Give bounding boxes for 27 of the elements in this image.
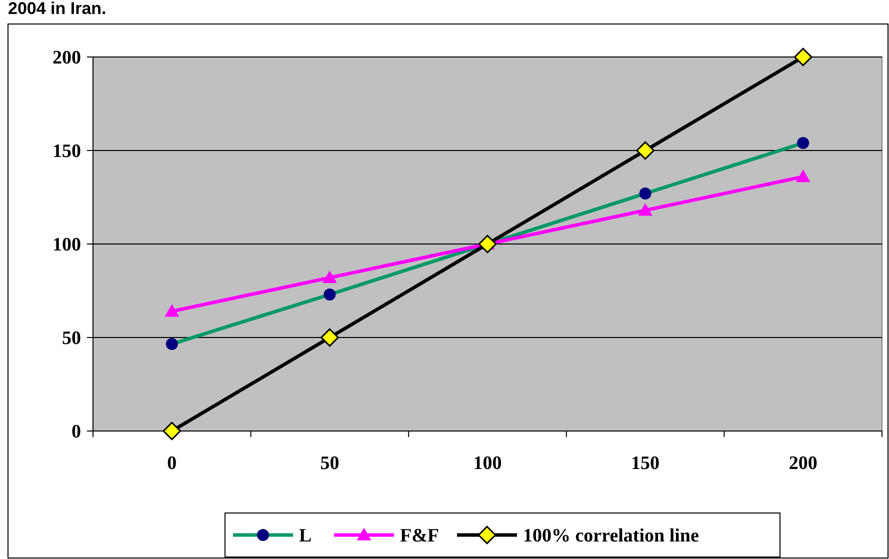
x-tick-label: 100 xyxy=(473,453,502,474)
x-tick-label: 50 xyxy=(320,453,340,474)
y-tick-label: 200 xyxy=(52,48,81,69)
y-tick-label: 150 xyxy=(52,141,81,162)
point xyxy=(164,304,180,317)
x-tick-label: 150 xyxy=(631,453,660,474)
x-tick-label: 0 xyxy=(167,453,177,474)
legend-label: F&F xyxy=(400,526,440,547)
legend-label: 100% correlation line xyxy=(523,526,699,547)
point xyxy=(636,141,654,160)
point xyxy=(320,328,339,347)
point xyxy=(797,137,810,150)
point xyxy=(324,288,336,300)
point xyxy=(166,338,178,350)
y-tick-label: 50 xyxy=(62,328,81,350)
point xyxy=(639,188,652,200)
point xyxy=(796,169,810,182)
point xyxy=(478,234,497,254)
point xyxy=(638,203,652,216)
chart-title: 2004 in Iran. xyxy=(8,0,106,18)
y-tick-label: 100 xyxy=(52,234,81,256)
y-tick-label: 0 xyxy=(72,422,81,443)
point xyxy=(322,270,337,284)
legend-label: L xyxy=(299,526,312,547)
x-tick-label: 200 xyxy=(788,453,818,474)
point xyxy=(162,422,182,440)
point xyxy=(794,48,812,66)
